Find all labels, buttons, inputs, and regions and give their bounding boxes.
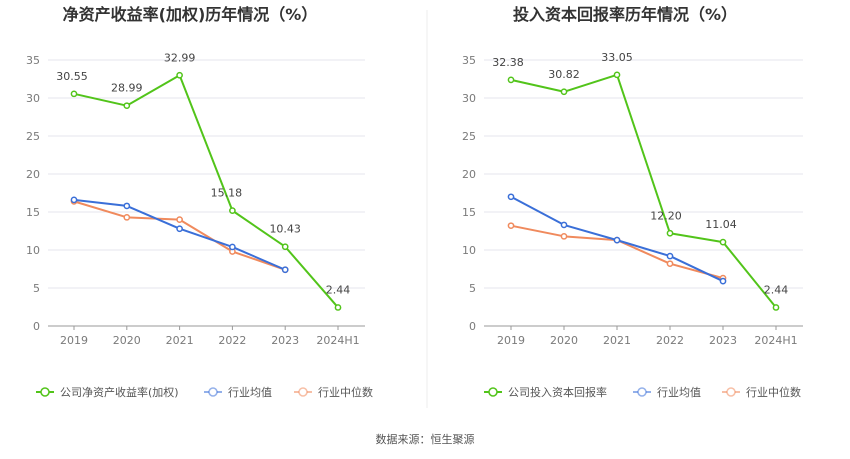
data-point — [613, 71, 621, 79]
chart-title: 投入资本回报率历年情况（%） — [513, 5, 737, 24]
legend-item: 行业中位数 — [722, 385, 801, 399]
data-point — [719, 238, 727, 246]
legend-marker — [637, 387, 647, 397]
x-tick-label: 2021 — [603, 334, 631, 347]
data-point — [229, 243, 236, 251]
y-tick-label: 5 — [33, 282, 40, 295]
data-point — [507, 193, 515, 201]
y-tick-label: 15 — [462, 206, 476, 219]
legend-marker — [488, 387, 498, 397]
chart-title: 净资产收益率(加权)历年情况（%） — [63, 5, 318, 24]
data-point — [123, 213, 131, 221]
data-label: 28.99 — [111, 82, 143, 95]
legend-marker — [298, 387, 308, 397]
data-point — [560, 88, 568, 96]
data-point — [666, 260, 674, 268]
data-label: 11.04 — [705, 218, 737, 231]
data-label: 32.99 — [164, 51, 196, 64]
data-label: 2.44 — [326, 283, 351, 296]
legend-item: 公司净资产收益率(加权) — [36, 385, 179, 399]
legend-item: 行业均值 — [204, 386, 272, 399]
y-tick-label: 5 — [469, 282, 476, 295]
y-tick-label: 20 — [462, 168, 476, 181]
data-point — [176, 216, 183, 223]
data-point — [666, 229, 674, 237]
data-label: 12.20 — [650, 209, 682, 222]
x-tick-label: 2022 — [656, 334, 684, 347]
x-tick-label: 2019 — [497, 334, 525, 347]
series-line-0 — [510, 73, 777, 309]
data-point — [176, 71, 183, 79]
data-point — [176, 225, 183, 233]
data-point — [666, 252, 674, 260]
legend-item: 行业均值 — [633, 386, 701, 399]
x-tick-label: 2024H1 — [316, 334, 359, 347]
data-point — [70, 196, 78, 204]
series-line-0 — [73, 74, 339, 309]
legend-label: 行业均值 — [657, 386, 701, 399]
data-label: 30.55 — [56, 70, 88, 83]
y-tick-label: 25 — [26, 130, 40, 143]
data-label: 2.44 — [764, 283, 789, 296]
series-line-2 — [510, 224, 724, 280]
data-point — [70, 90, 78, 98]
y-tick-label: 0 — [33, 320, 40, 333]
legend-label: 行业中位数 — [318, 385, 373, 399]
legend-label: 行业均值 — [228, 386, 272, 399]
y-tick-label: 20 — [26, 168, 40, 181]
data-point — [560, 221, 568, 229]
data-point — [772, 304, 780, 311]
y-tick-label: 30 — [462, 92, 476, 105]
data-label: 10.43 — [269, 223, 301, 236]
source-note: 数据来源：恒生聚源 — [376, 432, 475, 446]
data-label: 33.05 — [601, 51, 633, 64]
y-tick-label: 10 — [26, 244, 40, 257]
x-tick-label: 2021 — [166, 334, 194, 347]
data-point — [613, 236, 621, 244]
legend-item: 公司投入资本回报率 — [484, 385, 607, 399]
data-label: 32.38 — [492, 56, 524, 69]
data-point — [334, 304, 342, 311]
data-point — [123, 102, 131, 110]
x-tick-label: 2022 — [218, 334, 246, 347]
roe-chart: 净资产收益率(加权)历年情况（%） 0 5 10 15 20 25 30 35 2019 2020 2… — [26, 5, 373, 399]
data-point — [229, 207, 236, 214]
y-tick-label: 35 — [462, 54, 476, 67]
x-tick-label: 2019 — [60, 334, 88, 347]
roic-chart: 投入资本回报率历年情况（%） 0 5 10 15 20 25 30 35 2019 2020 2021… — [462, 5, 803, 399]
x-tick-label: 2023 — [271, 334, 299, 347]
x-tick-label: 2024H1 — [754, 334, 797, 347]
legend-marker — [208, 387, 218, 397]
data-point — [123, 202, 131, 210]
y-tick-label: 15 — [26, 206, 40, 219]
y-tick-label: 10 — [462, 244, 476, 257]
y-tick-label: 25 — [462, 130, 476, 143]
legend-marker — [726, 387, 736, 397]
y-tick-label: 35 — [26, 54, 40, 67]
legend-marker — [40, 387, 50, 397]
legend-label: 公司净资产收益率(加权) — [60, 385, 179, 399]
data-point — [507, 76, 515, 84]
legend-item: 行业中位数 — [294, 385, 373, 399]
legend-label: 行业中位数 — [746, 385, 801, 399]
x-tick-label: 2023 — [709, 334, 737, 347]
data-point — [281, 243, 289, 251]
data-point — [281, 266, 289, 274]
y-tick-label: 30 — [26, 92, 40, 105]
legend-label: 公司投入资本回报率 — [508, 385, 607, 399]
y-tick-label: 0 — [469, 320, 476, 333]
data-label: 30.82 — [548, 68, 580, 81]
x-tick-label: 2020 — [550, 334, 578, 347]
data-point — [507, 222, 515, 230]
data-point — [560, 232, 568, 240]
data-point — [719, 277, 727, 285]
x-tick-label: 2020 — [113, 334, 141, 347]
data-label: 15.18 — [211, 187, 243, 200]
